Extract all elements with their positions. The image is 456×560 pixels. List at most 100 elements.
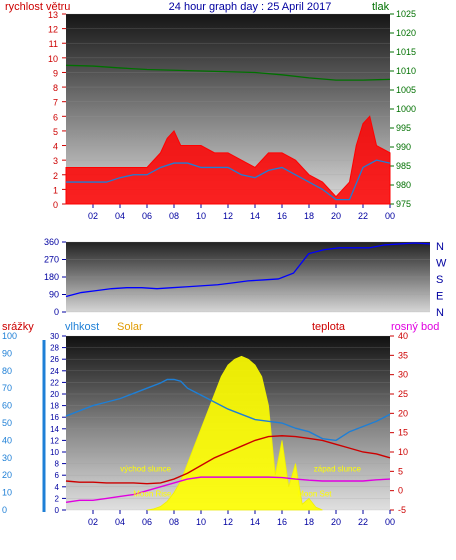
wind-tick-label: 4 xyxy=(53,142,58,152)
temperature-series xyxy=(65,355,391,511)
humidity-tick-label: 24 xyxy=(50,367,59,376)
temperature-x-tick-label: 12 xyxy=(223,517,233,527)
humidity-tick-label: 22 xyxy=(50,378,59,387)
temperature-x-tick-label: 16 xyxy=(277,517,287,527)
compass-label: S xyxy=(436,274,443,286)
wind-x-tick-label: 22 xyxy=(358,211,368,221)
pressure-line xyxy=(65,64,391,81)
rain-y-axis-ticks: 0 10 20 30 40 50 60 70 80 90 100 xyxy=(2,331,17,515)
sun-moon-annotation: Moon Set xyxy=(297,489,332,498)
humidity-axis-label: vlhkost xyxy=(65,321,99,333)
rain-tick-label: 30 xyxy=(2,453,12,463)
temperature-x-tick-label: 04 xyxy=(115,517,125,527)
humidity-tick-label: 18 xyxy=(50,402,59,411)
pressure-axis-label: tlak xyxy=(372,1,390,13)
wind-tick-label: 12 xyxy=(48,25,58,35)
solar-axis-label: Solar xyxy=(117,321,143,333)
temperature-x-axis-ticks: 02 04 06 08 10 12 14 16 18 20 22 00 xyxy=(88,510,395,527)
wind-axis-label: rychlost větru xyxy=(5,1,70,13)
wind-x-tick-label: 00 xyxy=(385,211,395,221)
pressure-tick-label: 975 xyxy=(396,199,411,209)
temperature-x-tick-label: 02 xyxy=(88,517,98,527)
wind-tick-label: 1 xyxy=(53,185,58,195)
sun-moon-annotation: východ slunce xyxy=(120,464,171,473)
wind-tick-label: 13 xyxy=(48,10,58,20)
pressure-tick-label: 990 xyxy=(396,142,411,152)
dewpoint-axis-label: rosný bod xyxy=(391,321,439,333)
sun-moon-annotations: východ slunce západ slunce Moon Rise Moon S… xyxy=(120,464,361,498)
sun-moon-annotation: západ slunce xyxy=(314,464,362,473)
humidity-tick-label: 14 xyxy=(50,425,59,434)
direction-y-axis-ticks: 0 90 180 270 360 xyxy=(44,237,66,317)
temperature-x-tick-label: 20 xyxy=(331,517,341,527)
wind-tick-label: 9 xyxy=(53,68,58,78)
wind-tick-label: 8 xyxy=(53,83,58,93)
compass-label: W xyxy=(436,258,447,270)
humidity-tick-label: 28 xyxy=(50,344,59,353)
temperature-line xyxy=(65,435,391,485)
sun-moon-annotation: Moon Rise xyxy=(133,489,172,498)
wind-x-tick-label: 06 xyxy=(142,211,152,221)
temperature-x-tick-label: 18 xyxy=(304,517,314,527)
temperature-tick-label: -5 xyxy=(398,505,406,515)
temperature-x-tick-label: 06 xyxy=(142,517,152,527)
humidity-tick-label: 10 xyxy=(50,448,59,457)
wind-tick-label: 2 xyxy=(53,171,58,181)
rain-tick-label: 60 xyxy=(2,401,12,411)
compass-label: N xyxy=(436,241,444,253)
wind-x-tick-label: 12 xyxy=(223,211,233,221)
wind-tick-label: 0 xyxy=(53,200,58,210)
wind-x-tick-label: 04 xyxy=(115,211,125,221)
temperature-tick-label: 25 xyxy=(398,389,408,399)
direction-series xyxy=(65,242,431,298)
wind-x-tick-label: 02 xyxy=(88,211,98,221)
pressure-tick-label: 1025 xyxy=(396,9,416,19)
wind-series xyxy=(65,64,391,205)
wind-direction-line xyxy=(65,242,431,298)
pressure-tick-label: 995 xyxy=(396,123,411,133)
temperature-tick-label: 20 xyxy=(398,408,408,418)
rain-tick-label: 0 xyxy=(2,505,7,515)
pressure-tick-label: 985 xyxy=(396,161,411,171)
wind-x-tick-label: 14 xyxy=(250,211,260,221)
wind-tick-label: 3 xyxy=(53,156,58,166)
rain-tick-label: 20 xyxy=(2,470,12,480)
wind-tick-label: 5 xyxy=(53,127,58,137)
rain-tick-label: 90 xyxy=(2,348,12,358)
temperature-y-axis-ticks: -5 0 5 10 15 20 25 30 35 40 xyxy=(390,331,408,515)
temperature-tick-label: 35 xyxy=(398,350,408,360)
pressure-tick-label: 1010 xyxy=(396,66,416,76)
wind-tick-label: 11 xyxy=(49,39,58,49)
direction-tick-label: 270 xyxy=(44,255,59,265)
temperature-tick-label: 5 xyxy=(398,466,403,476)
humidity-tick-label: 16 xyxy=(50,413,59,422)
humidity-tick-label: 2 xyxy=(55,494,60,503)
wind-x-tick-label: 10 xyxy=(196,211,206,221)
pressure-tick-label: 1020 xyxy=(396,28,416,38)
pressure-tick-label: 980 xyxy=(396,180,411,190)
humidity-tick-label: 26 xyxy=(50,355,59,364)
temperature-x-tick-label: 10 xyxy=(196,517,206,527)
humidity-tick-label: 6 xyxy=(55,471,60,480)
compass-label: E xyxy=(436,291,443,303)
compass-label: N xyxy=(436,307,444,319)
wind-tick-label: 6 xyxy=(53,112,58,122)
humidity-tick-label: 12 xyxy=(50,436,59,445)
dewpoint-line xyxy=(65,476,391,503)
wind-x-axis-ticks: 02 04 06 08 10 12 14 16 18 20 22 00 xyxy=(88,204,395,221)
direction-tick-label: 0 xyxy=(54,307,59,317)
temperature-tick-label: 30 xyxy=(398,370,408,380)
rain-axis-label: srážky xyxy=(2,321,34,333)
pressure-tick-label: 1005 xyxy=(396,85,416,95)
pressure-y-axis-ticks: 975 980 985 990 995 1000 1005 1010 1015 1020 1025 xyxy=(390,9,416,209)
pressure-tick-label: 1000 xyxy=(396,104,416,114)
direction-tick-label: 90 xyxy=(49,290,59,300)
temperature-tick-label: 15 xyxy=(398,428,408,438)
rain-tick-label: 10 xyxy=(2,488,12,498)
rain-tick-label: 70 xyxy=(2,383,12,393)
temperature-axis-label: teplota xyxy=(312,321,346,333)
rain-tick-label: 100 xyxy=(2,331,17,341)
